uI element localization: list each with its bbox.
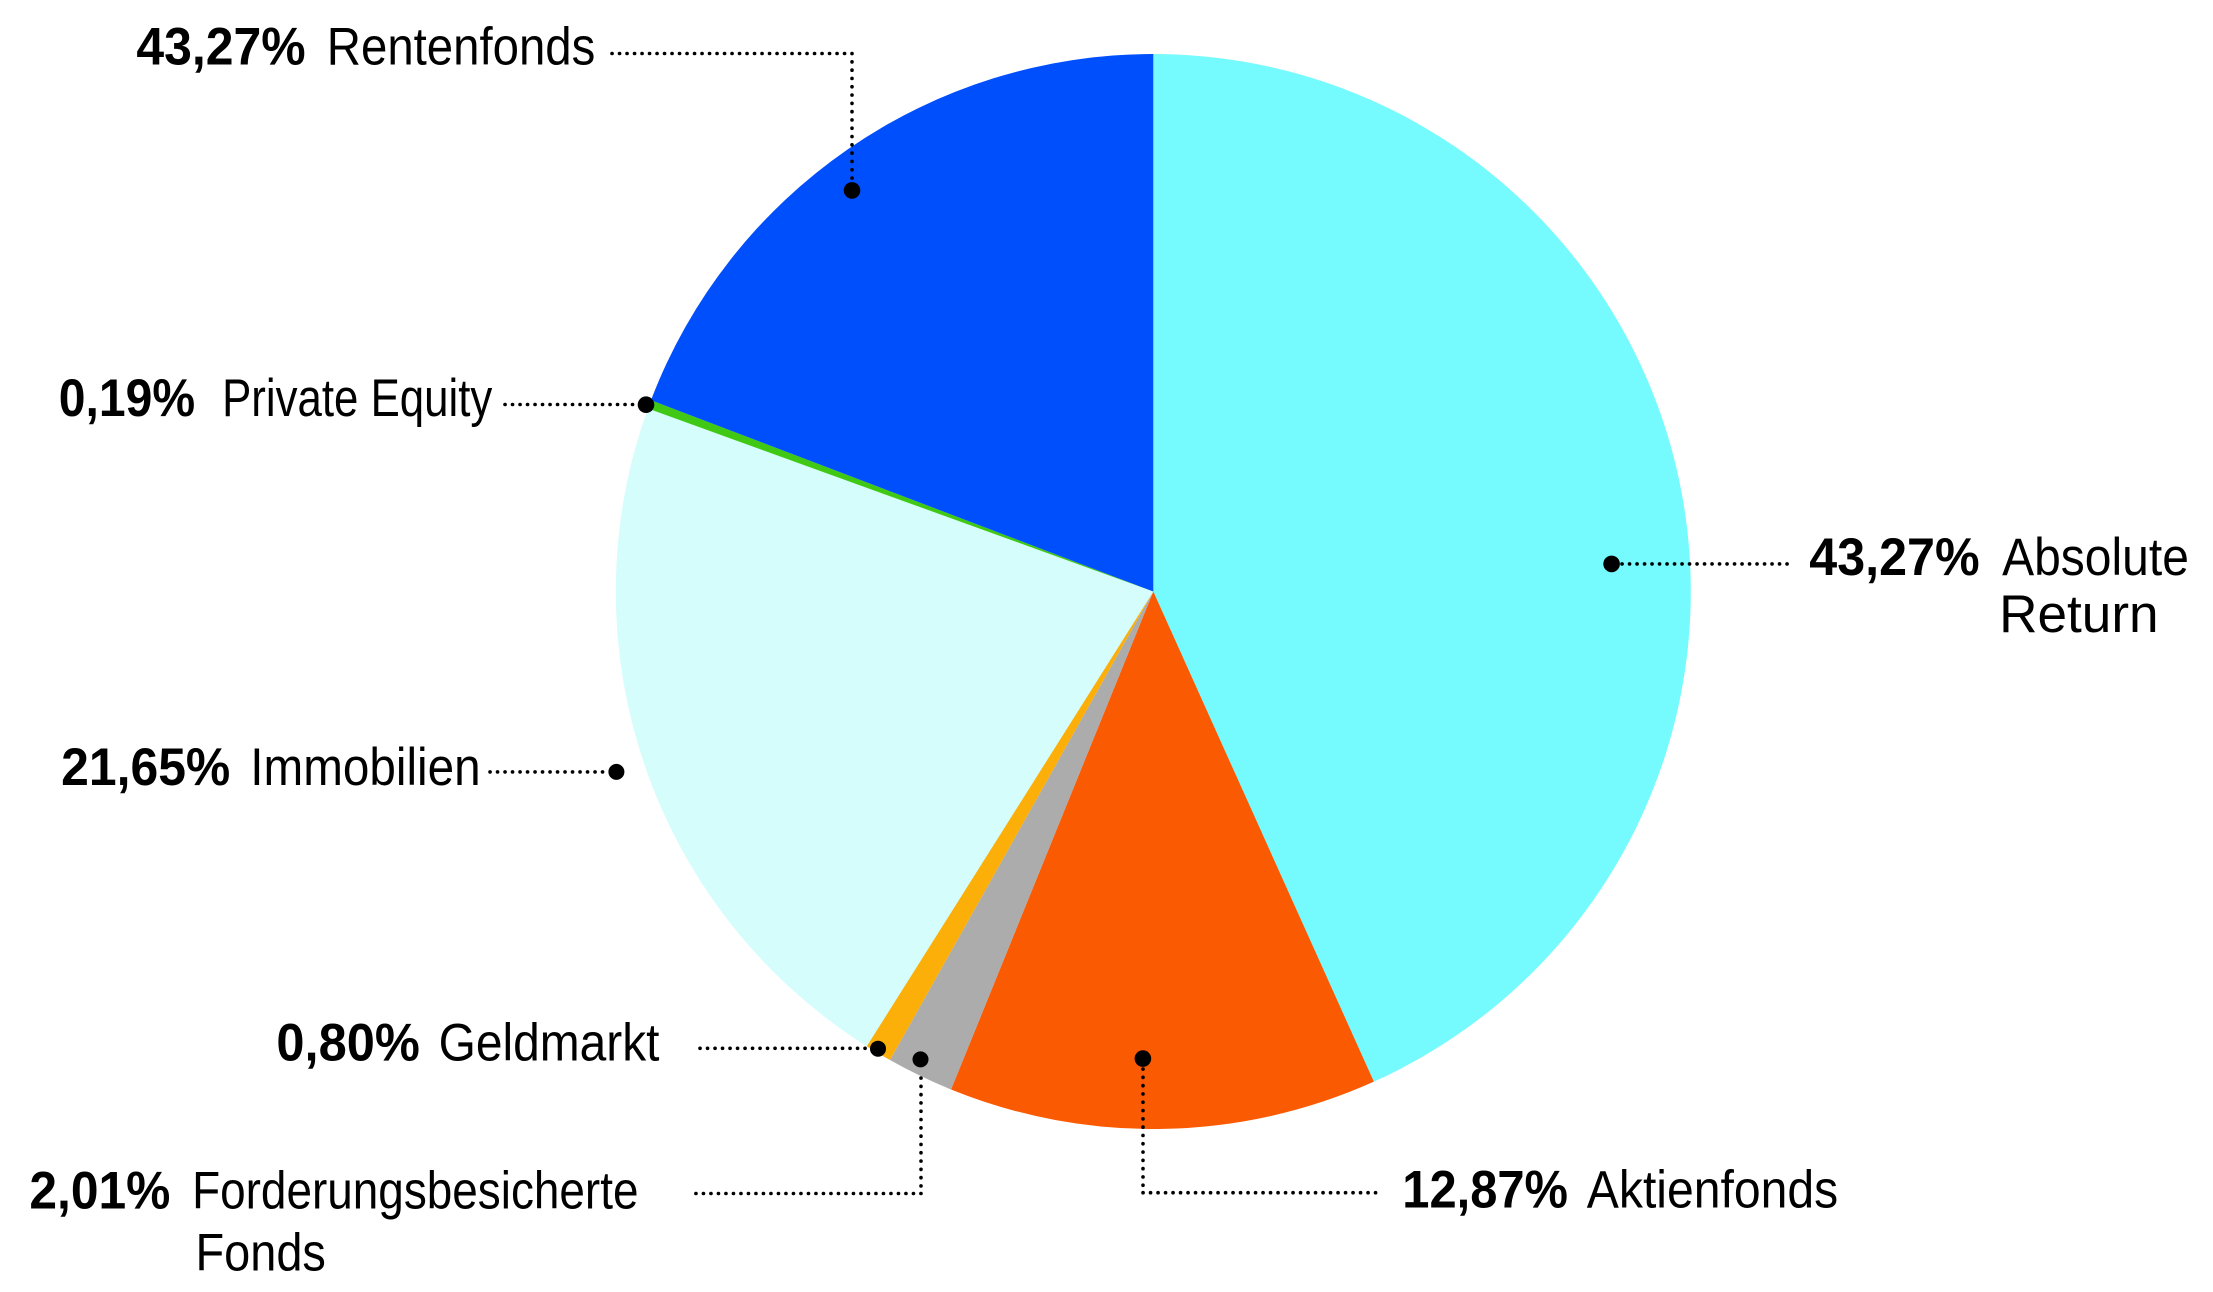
svg-text:Geldmarkt: Geldmarkt	[439, 1014, 660, 1073]
svg-text:43,27%: 43,27%	[1809, 528, 1979, 587]
svg-text:Immobilien: Immobilien	[250, 738, 480, 797]
svg-text:Fonds: Fonds	[196, 1223, 326, 1282]
svg-text:Private Equity: Private Equity	[222, 369, 493, 428]
svg-text:0,19%: 0,19%	[59, 369, 195, 428]
svg-text:Return: Return	[1999, 585, 2159, 644]
svg-text:2,01%: 2,01%	[29, 1162, 170, 1221]
svg-text:Rentenfonds: Rentenfonds	[327, 18, 596, 77]
svg-text:0,80%: 0,80%	[276, 1014, 419, 1073]
svg-text:21,65%: 21,65%	[61, 738, 230, 797]
svg-text:43,27%: 43,27%	[136, 18, 305, 77]
svg-text:Absolute: Absolute	[2002, 528, 2189, 587]
svg-text:Forderungsbesicherte: Forderungsbesicherte	[192, 1162, 638, 1221]
svg-text:12,87%: 12,87%	[1402, 1161, 1568, 1220]
svg-text:Aktienfonds: Aktienfonds	[1587, 1161, 1838, 1220]
